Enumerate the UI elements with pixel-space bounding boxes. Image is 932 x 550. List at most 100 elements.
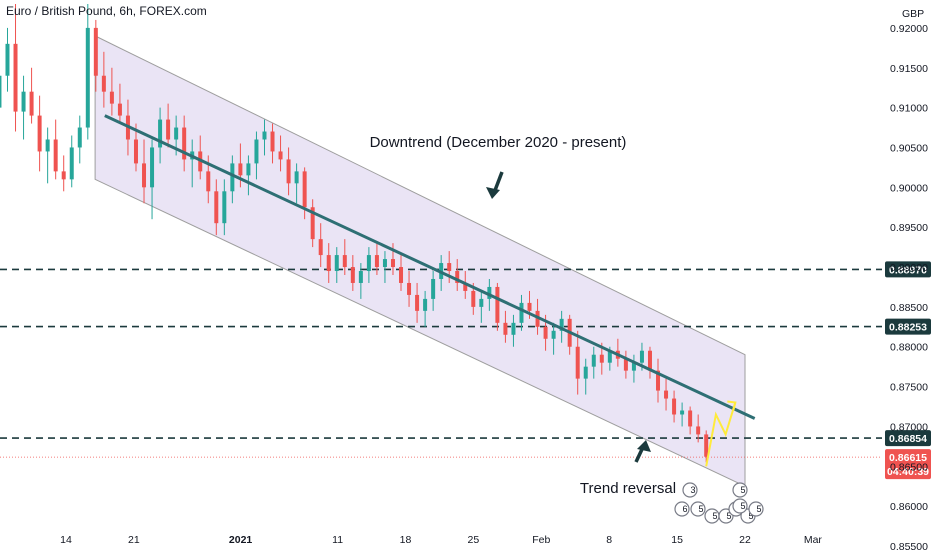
event-badges[interactable]: 3565556555 [674, 482, 764, 524]
currency-label: GBP [902, 8, 924, 20]
price-tick-label: 0.87500 [890, 382, 928, 394]
price-tick-label: 0.90500 [890, 142, 928, 154]
price-tick-label: 0.89500 [890, 222, 928, 234]
trend-line[interactable] [104, 114, 756, 420]
candle-body [575, 346, 580, 379]
event-badge-count: 6 [682, 504, 687, 514]
event-badge[interactable] [674, 501, 690, 517]
candle-body [503, 322, 508, 335]
candle-body [407, 282, 412, 295]
time-tick-label: Mar [804, 534, 823, 546]
time-tick-label: 11 [332, 534, 343, 546]
candle-body [455, 271, 460, 283]
candle-body [696, 426, 701, 435]
candle-body [390, 259, 395, 268]
candle-body [423, 298, 428, 311]
candle-body [623, 358, 628, 371]
candle-body [551, 330, 556, 339]
candle-body [246, 163, 251, 176]
candle-body [238, 163, 243, 176]
candle-body [415, 294, 420, 311]
time-tick-label: 2021 [229, 534, 253, 546]
candle-body [374, 255, 379, 268]
time-tick-label: 22 [739, 534, 751, 546]
candle-body [142, 163, 147, 188]
candle-body [13, 43, 18, 112]
price-tick-label: 0.88000 [890, 342, 928, 354]
downtrend-line[interactable] [104, 114, 756, 420]
candle-body [77, 127, 82, 148]
up-arrow-head-icon [637, 440, 651, 452]
event-badge[interactable] [682, 482, 698, 498]
level-price-label: 0.88970 [889, 264, 927, 276]
annotation-arrows [486, 171, 651, 463]
candle-body [109, 91, 114, 104]
event-badge-count: 5 [712, 511, 717, 521]
event-badge[interactable] [748, 501, 764, 517]
candle-body [431, 278, 436, 299]
trend-reversal-annotation: Trend reversal [580, 480, 676, 497]
price-axis[interactable]: 0.92000 0.91500 0.91000 0.90500 0.90000 0.895… [890, 8, 928, 550]
projection-path[interactable] [705, 400, 737, 467]
level-price-label: 0.86854 [889, 433, 927, 445]
candle-body [358, 271, 363, 283]
candle-body [318, 239, 323, 256]
event-badge-count: 5 [740, 501, 745, 511]
candle-body [158, 119, 163, 148]
candle-body [471, 290, 476, 307]
candle-body [583, 366, 588, 379]
candle-body [463, 282, 468, 291]
candle-body [29, 91, 34, 116]
horizontal-levels[interactable]: 0.88970 0.88253 0.86854 0.86615 04:40:39 [0, 261, 931, 480]
chart-title: Euro / British Pound, 6h, FOREX.com [6, 4, 207, 18]
projection-arrowhead [727, 400, 737, 411]
level-price-tag [885, 318, 931, 335]
candle-body [591, 354, 596, 367]
down-arrow-head-icon [486, 187, 500, 199]
candle-body [447, 263, 452, 272]
event-badge[interactable] [732, 482, 748, 498]
candle-body [487, 286, 492, 299]
candle-body [294, 171, 299, 184]
candle-body [366, 255, 371, 272]
candle-body [206, 171, 211, 192]
event-badge-count: 5 [740, 485, 745, 495]
candle-body [45, 139, 50, 152]
candle-body [101, 75, 106, 92]
candle-body [222, 191, 227, 224]
downtrend-annotation: Downtrend (December 2020 - present) [370, 134, 627, 151]
candle-body [278, 151, 283, 160]
candle-body [93, 27, 98, 76]
candle-body [286, 159, 291, 184]
time-tick-label: Feb [532, 534, 550, 546]
level-price-label: 0.88253 [889, 322, 927, 334]
candle-body [704, 434, 709, 457]
event-badge[interactable] [732, 498, 748, 514]
current-price-tag [885, 449, 931, 480]
price-tick-label: 0.91000 [890, 103, 928, 115]
candle-body [5, 43, 10, 76]
candle-body [182, 127, 187, 160]
event-badge[interactable] [690, 501, 706, 517]
candle-body [21, 91, 26, 112]
candle-body [0, 75, 2, 108]
event-badge-count: 5 [726, 511, 731, 521]
price-tick-label: 0.85500 [890, 541, 928, 550]
candle-body [334, 255, 339, 272]
candle-body [174, 127, 179, 140]
projection-zigzag[interactable] [705, 402, 737, 467]
candle-body [543, 326, 548, 339]
candle-body [302, 171, 307, 208]
event-badge-count: 3 [690, 485, 695, 495]
candle-body [230, 163, 235, 192]
candle-body [262, 131, 267, 140]
candle-body [326, 255, 331, 272]
price-tick-label: 0.87000 [890, 421, 928, 433]
candle-body [150, 147, 155, 188]
price-tick-label: 0.86500 [890, 461, 928, 473]
price-tick-label: 0.89000 [890, 262, 928, 274]
time-axis[interactable]: 6:0014212021111825Feb81522Mar [0, 534, 822, 546]
time-tick-label: 18 [400, 534, 412, 546]
